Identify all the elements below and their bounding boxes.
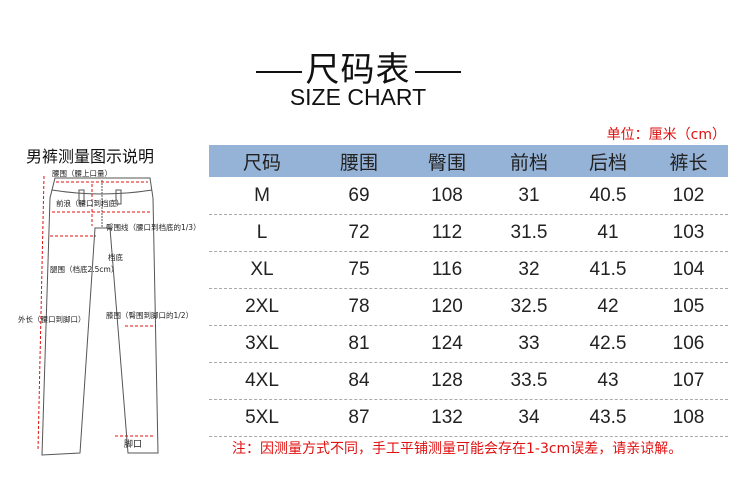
table-cell: 5XL [245, 407, 279, 428]
unit-label: 单位：厘米（cm） [606, 127, 726, 143]
title-dash-right [414, 70, 461, 73]
label-hip-line: 臀围线（腰口到档底的1/3） [106, 222, 201, 232]
table-cell: 106 [672, 333, 705, 354]
header-size: 尺码 [242, 151, 281, 174]
pants-measurement-diagram: 腰围（腰上口量） 前浪（腰口到档底） 臀围线（腰口到档底的1/3） 档底 腿围（… [18, 169, 201, 456]
table-cell: 107 [672, 370, 705, 391]
title-text: 尺码表 [305, 50, 411, 90]
table-cell: 42.5 [589, 333, 627, 354]
table-cell: 72 [348, 222, 370, 243]
header-waist: 腰围 [339, 151, 378, 174]
table-header: 尺码 腰围 臀围 前档 后档 裤长 [209, 145, 728, 177]
table-cell: 41 [597, 222, 619, 243]
table-cell: 41.5 [589, 259, 627, 280]
measurement-note: 注：因测量方式不同，手工平铺测量可能会存在1-3cm误差，请亲谅解。 [232, 441, 683, 457]
table-cell: 124 [431, 333, 463, 354]
label-leg-opening: 脚口 [124, 439, 142, 450]
table-cell: 87 [348, 407, 370, 428]
pants-outline [41, 177, 159, 456]
table-row: 3XL 81 124 33 42.5 106 [209, 326, 728, 363]
table-cell: 31 [518, 185, 540, 206]
table-cell: 108 [672, 407, 705, 428]
header-front-rise: 前档 [509, 151, 548, 174]
table-body: M 69 108 31 40.5 102 L 72 112 31.5 41 103 XL 75 116 32 4… [209, 178, 728, 437]
table-cell: 3XL [245, 333, 279, 354]
table-cell: 128 [431, 370, 463, 391]
table-cell: 42 [597, 296, 619, 317]
table-cell: 108 [431, 185, 463, 206]
table-cell: 112 [431, 222, 463, 243]
label-crotch: 档底 [108, 252, 123, 262]
table-cell: 40.5 [589, 185, 627, 206]
table-cell: 116 [431, 259, 463, 280]
table-cell: 4XL [245, 370, 279, 391]
table-cell: 81 [348, 333, 370, 354]
header-hip: 臀围 [427, 151, 466, 174]
table-row: 5XL 87 132 34 43.5 108 [209, 400, 728, 437]
table-cell: L [256, 222, 268, 243]
table-cell: 32 [518, 259, 540, 280]
table-cell: 69 [348, 185, 370, 206]
table-cell: 75 [348, 259, 370, 280]
page-title: 尺码表 [0, 42, 716, 91]
table-cell: 2XL [245, 296, 279, 317]
table-row: XL 75 116 32 41.5 104 [209, 252, 728, 289]
table-cell: 120 [431, 296, 463, 317]
header-back-rise: 后档 [588, 151, 627, 174]
table-cell: 34 [518, 407, 540, 428]
table-cell: M [254, 185, 270, 206]
label-waist: 腰围（腰上口量） [52, 169, 112, 178]
table-cell: 43 [597, 370, 619, 391]
table-cell: 104 [672, 259, 705, 280]
table-cell: 84 [348, 370, 370, 391]
table-cell: 32.5 [510, 296, 548, 317]
diagram-title: 男裤测量图示说明 [26, 147, 155, 166]
label-outseam: 外长（腰口到脚口） [18, 314, 86, 324]
label-knee: 膝围（臀围到脚口的1/2） [106, 310, 193, 320]
table-cell: 103 [672, 222, 705, 243]
table-cell: 132 [431, 407, 463, 428]
table-row: L 72 112 31.5 41 103 [209, 215, 728, 252]
table-row: M 69 108 31 40.5 102 [209, 178, 728, 215]
title-dash-left [255, 70, 302, 73]
size-table: 尺码 腰围 臀围 前档 后档 裤长 M 69 108 31 40.5 102 L 72 112 3… [209, 145, 728, 437]
table-cell: XL [250, 259, 274, 280]
table-row: 2XL 78 120 32.5 42 105 [209, 289, 728, 326]
table-cell: 33.5 [510, 370, 548, 391]
label-front-rise: 前浪（腰口到档底） [56, 198, 124, 208]
page-subtitle: SIZE CHART [289, 84, 427, 110]
table-cell: 78 [348, 296, 370, 317]
table-cell: 105 [672, 296, 705, 317]
measure-lines [37, 175, 156, 451]
header-length: 裤长 [669, 151, 708, 174]
table-cell: 33 [518, 333, 540, 354]
table-cell: 102 [672, 185, 705, 206]
table-cell: 43.5 [589, 407, 627, 428]
table-row: 4XL 84 128 33.5 43 107 [209, 363, 728, 400]
table-cell: 31.5 [510, 222, 548, 243]
label-thigh: 腿围（档底2.5cm） [50, 264, 118, 274]
